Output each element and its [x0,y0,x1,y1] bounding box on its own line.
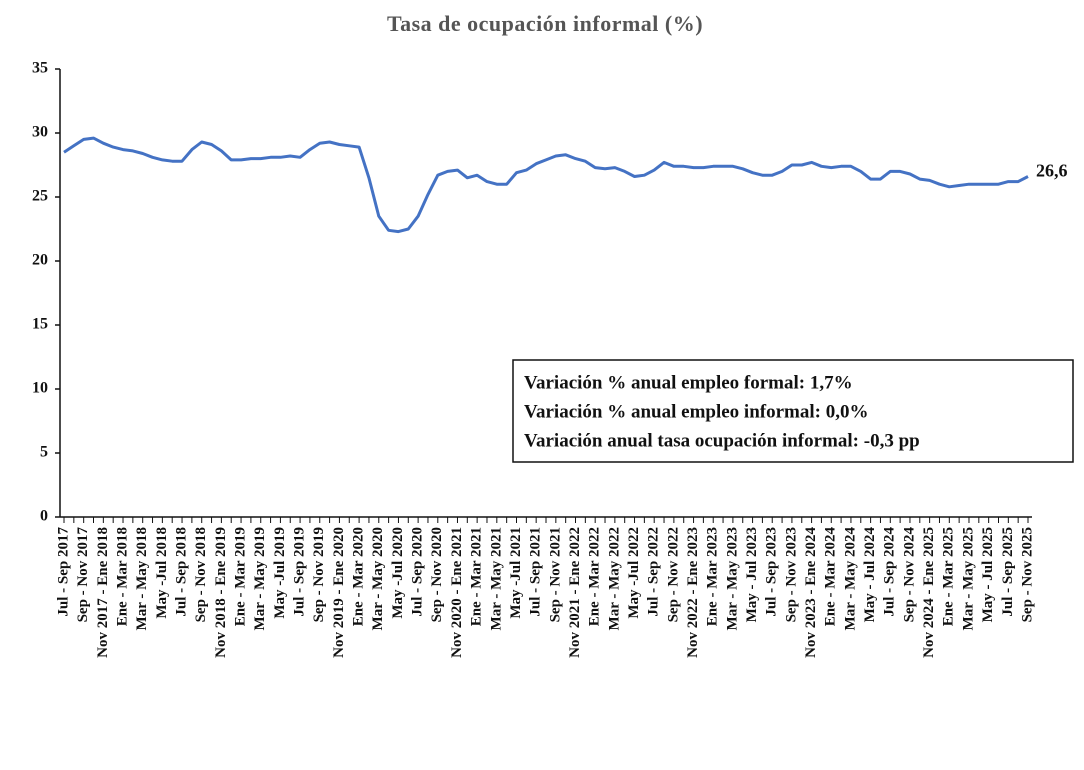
x-tick-label: Sep - Nov 2023 [783,527,799,622]
x-tick-label: Sep - Nov 2017 [75,527,91,623]
y-tick-label: 15 [32,316,48,333]
x-tick-label: Mar - May 2023 [724,527,740,630]
x-tick-label: Jul - Sep 2025 [1000,527,1016,617]
x-tick-label: Mar - May 2021 [488,527,504,630]
annotation: Variación % anual empleo informal: 0,0% [524,401,868,422]
x-tick-label: Sep - Nov 2021 [547,527,563,622]
x-tick-label: May - Jul 2024 [862,527,878,623]
x-tick-label: Sep - Nov 2019 [311,527,327,622]
x-tick-label: Mar - May 2025 [960,527,976,630]
x-tick-label: May - Jul 2023 [744,527,760,622]
x-tick-label: Mar - May 2022 [606,527,622,630]
x-tick-label: Nov 2022 - Ene 2023 [685,527,701,658]
chart-title: Tasa de ocupación informal (%) [387,11,703,36]
x-tick-label: Nov 2020 - Ene 2021 [449,527,465,658]
y-tick-label: 10 [32,380,48,397]
x-tick-label: Ene - Mar 2020 [351,527,367,626]
x-tick-label: May -Jul 2020 [390,527,406,619]
annotation: Variación anual tasa ocupación informal:… [524,430,920,451]
x-tick-label: Ene - Mar 2023 [705,527,721,626]
y-tick-label: 25 [32,188,48,205]
x-tick-label: Ene - Mar 2022 [587,527,603,626]
annotation-box [512,359,1074,463]
x-tick-label: Sep - Nov 2020 [429,527,445,622]
x-tick-label: Mar - May 2020 [370,527,386,630]
x-tick-label: Sep - Nov 2018 [193,527,209,622]
x-tick-label: Ene - Mar 2018 [114,527,130,626]
x-tick-label: May -Jul 2018 [154,527,170,619]
x-tick-label: Ene - Mar 2021 [469,527,485,626]
x-tick-label: Sep - Nov 2024 [901,527,917,623]
x-tick-label: May -Jul 2019 [272,527,288,619]
x-tick-label: Jul - Sep 2018 [173,527,189,617]
x-tick-label: Jul - Sep 2020 [410,527,426,617]
x-tick-label: Nov 2018 - Ene 2019 [213,527,229,658]
x-tick-label: May -Jul 2021 [508,527,524,619]
x-tick-label: Jul - Sep 2021 [528,527,544,617]
x-tick-label: Nov 2023 - Ene 2024 [803,527,819,658]
x-tick-label: Jul - Sep 2022 [646,527,662,617]
y-tick-label: 0 [40,508,48,525]
x-tick-label: Jul - Sep 2023 [764,527,780,617]
x-tick-label: Ene - Mar 2024 [823,527,839,627]
y-tick-label: 5 [40,444,48,461]
series-line [63,136,1029,234]
x-tick-label: Sep - Nov 2025 [1019,527,1035,622]
annotation: Variación % anual empleo formal: 1,7% [524,372,853,393]
y-tick-label: 30 [32,124,48,141]
x-tick-label: Sep - Nov 2022 [665,527,681,622]
x-tick-label: Ene - Mar 2025 [941,527,957,626]
x-tick-label: Nov 2019 - Ene 2020 [331,527,347,658]
x-tick-label: Jul - Sep 2017 [55,527,71,617]
x-tick-label: May -Jul 2022 [626,527,642,619]
value-label: 26,6 [1036,161,1068,181]
x-tick-label: Jul - Sep 2024 [882,527,898,617]
x-tick-label: Mar - May 2018 [134,527,150,630]
y-tick-label: 35 [32,60,48,77]
x-tick-label: Nov 2021 - Ene 2022 [567,527,583,658]
x-tick-label: Nov 2017 - Ene 2018 [95,527,111,658]
x-tick-label: May - Jul 2025 [980,527,996,622]
x-tick-label: Jul - Sep 2019 [292,527,308,617]
x-tick-label: Mar - May 2024 [842,527,858,631]
x-tick-label: Nov 2024 - Ene 2025 [921,527,937,658]
x-tick-label: Mar - May 2019 [252,527,268,630]
y-tick-label: 20 [32,252,48,269]
x-tick-label: Ene - Mar 2019 [232,527,248,626]
